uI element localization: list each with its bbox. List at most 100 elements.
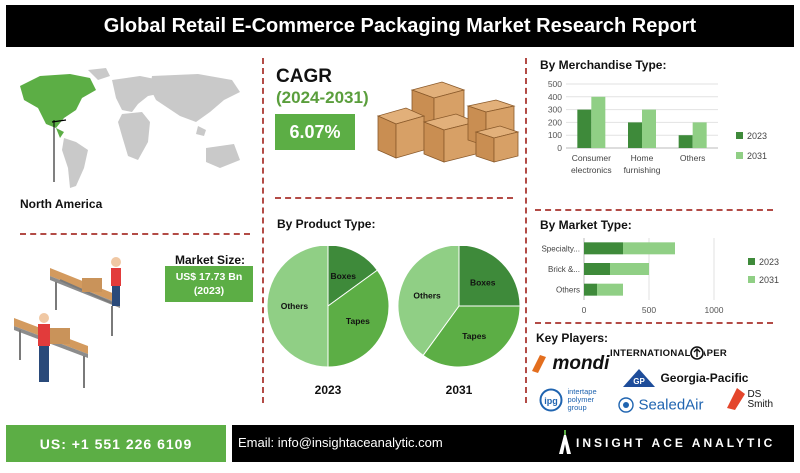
separator-left — [262, 58, 264, 403]
market-type-heading: By Market Type: — [540, 218, 632, 232]
cagr-period: (2024-2031) — [276, 88, 369, 107]
merchandise-bar-chart: 0 100 200 300 400 500 Consumer electronics Home f… — [548, 79, 767, 175]
world-map — [20, 68, 240, 188]
email-link[interactable]: Email: info@insightaceanalytic.com — [238, 435, 443, 450]
phone-banner: US: +1 551 226 6109 — [6, 425, 226, 462]
market-size-year: (2023) — [193, 285, 225, 297]
cagr-value: 6.07% — [275, 114, 355, 150]
pie-slice-tapes — [422, 305, 521, 368]
brand-logo-icon — [559, 430, 571, 454]
market-size-box: US$ 17.73 Bn (2023) — [165, 266, 253, 302]
legend-swatch — [736, 152, 743, 159]
ipg-name-line-3: group — [567, 403, 587, 412]
pie-year-label: 2031 — [446, 383, 473, 396]
bar-2031 — [597, 283, 623, 296]
pie-label: Tapes — [462, 331, 486, 341]
ipg-mark-icon: ipg — [539, 388, 563, 412]
pie-year-label: 2023 — [315, 383, 342, 396]
pie-label: Others — [413, 291, 441, 301]
x-tick-label: furnishing — [624, 165, 661, 175]
contact-banner: Email: info@insightaceanalytic.com INSIG… — [232, 425, 794, 462]
international-paper-logo: INTERNATIONAL PAPER — [610, 346, 728, 360]
x-tick-label: Home — [631, 153, 654, 163]
report-title-bar: Global Retail E-Commerce Packaging Marke… — [6, 5, 794, 47]
y-tick-label: Brick &... — [548, 265, 580, 274]
y-tick-label: Others — [556, 286, 580, 295]
sealed-air-logo: SealedAir — [618, 396, 704, 414]
x-tick-label: electronics — [571, 165, 612, 175]
pie-label: Tapes — [346, 316, 370, 326]
pie-slice-boxes — [327, 246, 379, 307]
pie-label: Boxes — [330, 271, 356, 281]
ipg-mark-text: ipg — [544, 396, 558, 406]
cardboard-boxes-illustration — [376, 81, 520, 163]
ipg-name-line-1: intertape — [567, 387, 597, 396]
bar-2031 — [591, 96, 606, 148]
bar-2023 — [577, 109, 592, 148]
product-pie-2023: Boxes Tapes Others 2023 — [266, 246, 390, 396]
cagr-label: CAGR — [276, 66, 332, 87]
x-tick-label: Others — [680, 153, 706, 163]
ds-smith-line-2: Smith — [747, 399, 774, 410]
bar-2031 — [642, 109, 656, 148]
gp-mark-text: GP — [633, 377, 645, 386]
international-paper-text: INTERNATIONAL PAPER — [610, 348, 728, 359]
gp-mark-icon: GP — [623, 369, 655, 387]
ds-smith-line-1: DS — [747, 389, 762, 400]
ds-smith-logo: DS Smith — [725, 386, 773, 410]
georgia-pacific-text: Georgia-Pacific — [660, 371, 749, 385]
report-title: Global Retail E-Commerce Packaging Marke… — [103, 14, 697, 37]
legend-label: 2031 — [747, 151, 767, 161]
brand-name: INSIGHT ACE ANALYTIC — [576, 436, 776, 450]
product-pie-2031: Boxes Tapes Others 2031 — [397, 246, 521, 396]
sealed-air-mark-icon — [618, 397, 634, 413]
mondi-mark-icon — [532, 355, 546, 373]
separator-region — [20, 233, 250, 235]
merchandise-type-heading: By Merchandise Type: — [540, 58, 667, 72]
y-tick-label: 100 — [548, 130, 562, 140]
product-type-heading: By Product Type: — [277, 217, 376, 231]
x-tick-label: 0 — [582, 305, 587, 315]
key-players-heading: Key Players: — [536, 331, 609, 345]
bar-2023 — [584, 283, 597, 296]
y-tick-label: 200 — [548, 117, 562, 127]
sealed-air-text: SealedAir — [638, 396, 704, 414]
bar-2031 — [623, 242, 675, 255]
separator-market — [535, 322, 773, 324]
pie-slice-tapes — [327, 269, 390, 368]
region-label: North America — [20, 197, 103, 211]
y-tick-label: 400 — [548, 92, 562, 102]
market-size-value: US$ 17.73 Bn — [175, 271, 243, 283]
x-tick-label: 500 — [642, 305, 656, 315]
bar-2031 — [692, 122, 707, 148]
y-tick-label: Specialty... — [541, 244, 580, 253]
pie-label: Boxes — [470, 277, 496, 287]
bar-2031 — [610, 263, 649, 275]
legend-swatch — [748, 276, 755, 283]
legend-label: 2023 — [747, 131, 767, 141]
legend-label: 2031 — [759, 275, 779, 285]
georgia-pacific-logo: GP Georgia-Pacific — [622, 368, 748, 388]
warehouse-workers-illustration — [14, 257, 121, 388]
pie-label: Others — [281, 301, 309, 311]
mondi-logo: mondi — [530, 353, 609, 375]
legend-swatch — [748, 258, 755, 265]
phone-number[interactable]: US: +1 551 226 6109 — [39, 435, 193, 452]
bar-2023 — [678, 135, 693, 148]
separator-cagr — [275, 197, 513, 199]
separator-right — [525, 58, 527, 403]
y-tick-label: 300 — [548, 105, 562, 115]
mondi-text: mondi — [552, 353, 610, 374]
pie-slice-others — [266, 246, 329, 368]
bar-2023 — [584, 242, 623, 255]
ipg-logo: ipg intertape polymer group — [539, 388, 597, 412]
separator-merchandise — [535, 209, 773, 211]
international-paper-icon — [690, 346, 704, 360]
ipg-name-line-2: polymer — [567, 395, 595, 404]
x-tick-label: Consumer — [572, 153, 611, 163]
bar-2023 — [628, 122, 642, 148]
pie-slice-others — [397, 246, 460, 357]
ipg-name: intertape polymer group — [567, 388, 596, 412]
legend-swatch — [736, 132, 743, 139]
market-bar-chart: 0 500 1000 Specialty... Brick &... Others 2023… — [541, 238, 779, 315]
